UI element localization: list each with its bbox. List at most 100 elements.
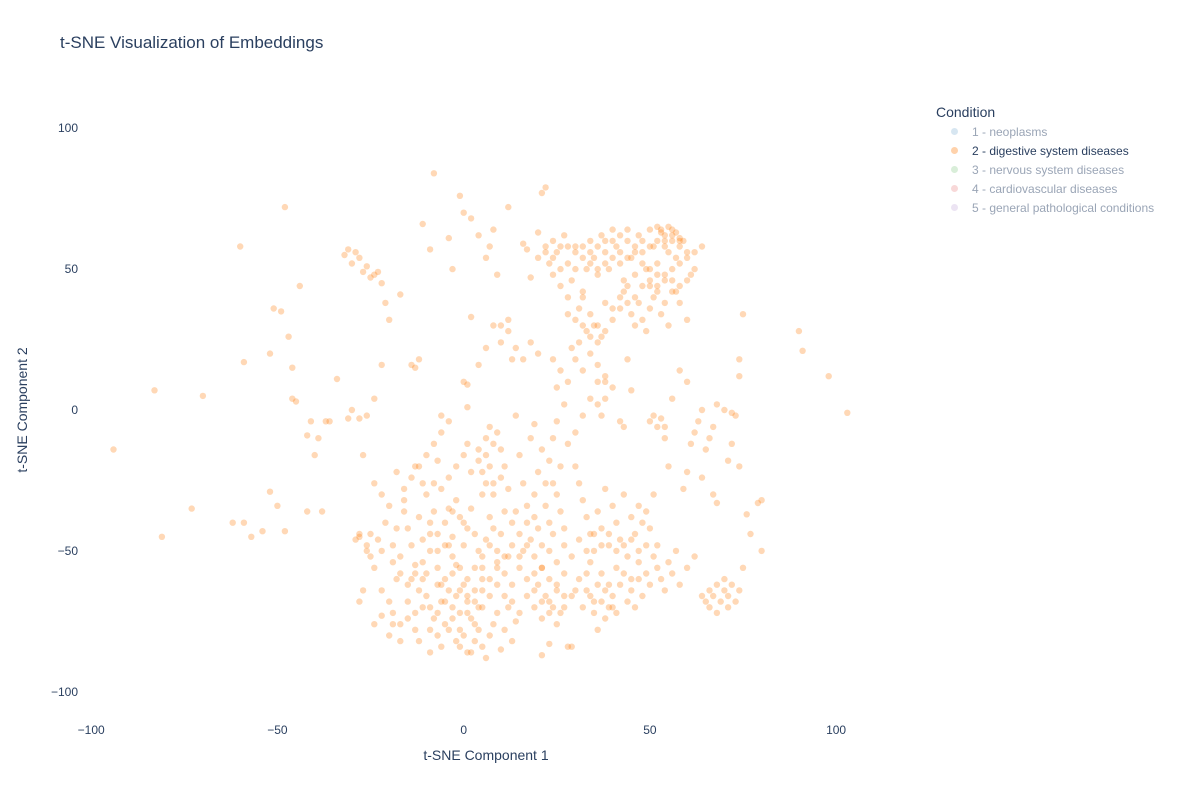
data-point[interactable] [497, 446, 505, 453]
data-point[interactable] [363, 547, 370, 555]
data-point[interactable] [430, 508, 438, 515]
data-point[interactable] [352, 249, 359, 256]
data-point[interactable] [471, 530, 478, 538]
data-point[interactable] [438, 581, 445, 588]
data-point[interactable] [527, 274, 534, 281]
data-point[interactable] [497, 322, 505, 329]
data-point[interactable] [393, 468, 400, 476]
data-point[interactable] [534, 229, 542, 236]
data-point[interactable] [557, 265, 564, 273]
data-point[interactable] [706, 587, 713, 594]
data-point[interactable] [538, 446, 546, 453]
data-point[interactable] [348, 406, 356, 414]
data-point[interactable] [434, 547, 441, 555]
data-point[interactable] [587, 237, 594, 245]
data-point[interactable] [717, 598, 724, 605]
data-point[interactable] [657, 415, 665, 422]
data-point[interactable] [531, 513, 538, 521]
data-point[interactable] [482, 344, 490, 352]
data-point[interactable] [345, 246, 352, 253]
data-point[interactable] [404, 598, 411, 605]
data-point[interactable] [382, 299, 389, 307]
data-point[interactable] [508, 581, 516, 588]
data-point[interactable] [639, 316, 646, 323]
data-point[interactable] [620, 542, 627, 549]
data-point[interactable] [423, 451, 430, 459]
data-point[interactable] [564, 440, 572, 447]
data-point[interactable] [430, 480, 438, 487]
data-point[interactable] [542, 480, 549, 487]
data-point[interactable] [687, 271, 695, 278]
data-point[interactable] [680, 485, 687, 493]
data-point[interactable] [408, 361, 415, 369]
data-point[interactable] [683, 316, 691, 323]
data-point[interactable] [564, 378, 572, 385]
data-point[interactable] [598, 232, 605, 239]
data-point[interactable] [359, 268, 367, 276]
data-point[interactable] [311, 451, 318, 459]
data-point[interactable] [538, 598, 546, 605]
data-point[interactable] [549, 435, 557, 442]
data-point[interactable] [583, 570, 590, 577]
data-point[interactable] [724, 457, 732, 464]
data-point[interactable] [587, 592, 594, 600]
data-point[interactable] [706, 604, 713, 611]
data-point[interactable] [587, 530, 594, 538]
data-point[interactable] [538, 652, 546, 659]
data-point[interactable] [676, 234, 683, 242]
data-point[interactable] [367, 530, 374, 538]
data-point[interactable] [844, 409, 851, 416]
data-point[interactable] [613, 609, 620, 617]
data-point[interactable] [665, 463, 672, 470]
data-point[interactable] [646, 226, 654, 233]
data-point[interactable] [497, 646, 505, 653]
data-point[interactable] [531, 491, 538, 498]
data-point[interactable] [456, 513, 464, 521]
data-point[interactable] [438, 485, 445, 493]
data-point[interactable] [616, 232, 624, 239]
data-point[interactable] [620, 277, 627, 284]
data-point[interactable] [575, 305, 583, 312]
data-point[interactable] [590, 547, 598, 555]
data-point[interactable] [728, 409, 735, 416]
data-point[interactable] [527, 536, 534, 543]
data-point[interactable] [579, 367, 586, 374]
data-point[interactable] [441, 542, 449, 549]
data-point[interactable] [412, 570, 419, 577]
data-point[interactable] [497, 339, 505, 346]
data-point[interactable] [199, 392, 207, 400]
data-point[interactable] [557, 367, 564, 374]
data-point[interactable] [546, 519, 553, 526]
data-point[interactable] [497, 474, 505, 481]
data-point[interactable] [646, 277, 654, 284]
data-point[interactable] [296, 282, 303, 290]
data-point[interactable] [434, 530, 441, 538]
data-point[interactable] [534, 581, 542, 588]
data-point[interactable] [397, 621, 404, 628]
data-point[interactable] [624, 299, 631, 307]
data-point[interactable] [672, 547, 680, 555]
data-point[interactable] [449, 265, 456, 273]
data-point[interactable] [534, 350, 542, 357]
data-point[interactable] [710, 592, 717, 600]
data-point[interactable] [616, 536, 624, 543]
data-point[interactable] [631, 530, 639, 538]
data-point[interactable] [728, 440, 735, 447]
data-point[interactable] [661, 277, 668, 284]
data-point[interactable] [583, 265, 590, 273]
data-point[interactable] [423, 570, 430, 577]
data-point[interactable] [460, 542, 467, 549]
data-point[interactable] [654, 282, 661, 290]
data-point[interactable] [445, 542, 452, 549]
data-point[interactable] [374, 536, 382, 543]
data-point[interactable] [479, 643, 486, 650]
data-point[interactable] [464, 649, 471, 656]
data-point[interactable] [698, 592, 706, 600]
data-point[interactable] [572, 316, 579, 323]
data-point[interactable] [531, 587, 538, 594]
data-point[interactable] [356, 530, 363, 538]
data-point[interactable] [460, 581, 467, 588]
data-point[interactable] [475, 457, 482, 464]
data-point[interactable] [386, 598, 393, 605]
data-point[interactable] [672, 254, 680, 261]
